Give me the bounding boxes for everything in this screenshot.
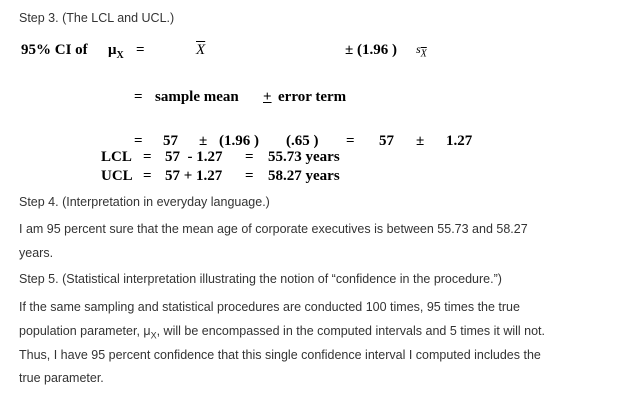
- ucl-eq2: =: [245, 168, 254, 184]
- lcl-eq2: =: [245, 149, 254, 165]
- step5-text-line: If the same sampling and statistical pro…: [19, 300, 520, 314]
- mu-sub: X: [116, 50, 124, 61]
- se-symbol: sX: [416, 40, 427, 63]
- lcl-expr: 57 - 1.27: [165, 149, 223, 165]
- plus-minus-3: ±: [199, 133, 208, 149]
- mean-value: 57: [163, 133, 178, 149]
- s: s: [416, 42, 421, 56]
- equals-3: =: [134, 133, 143, 149]
- error-value: 1.27: [446, 133, 473, 149]
- step5-heading: Step 5. (Statistical interpretation illu…: [19, 272, 502, 286]
- step4-text-line: I am 95 percent sure that the mean age o…: [19, 222, 528, 236]
- mu-symbol: μX: [108, 41, 124, 65]
- equals-2: =: [134, 89, 143, 105]
- z-value: (1.96 ): [219, 133, 259, 149]
- lcl-result: 55.73 years: [268, 149, 340, 165]
- plus-minus-4: ±: [416, 133, 425, 149]
- text: , will be encompassed in the computed in…: [156, 324, 545, 338]
- mu-subscript: X: [150, 330, 157, 341]
- equals: =: [136, 42, 145, 58]
- step5-text-line: population parameter, μX, will be encomp…: [19, 323, 545, 344]
- step4-text-line: years.: [19, 246, 54, 260]
- se-value: (.65 ): [286, 133, 319, 149]
- error-term: error term: [278, 89, 347, 105]
- lcl-label: LCL: [101, 149, 132, 165]
- plus-minus: +: [263, 89, 272, 105]
- ucl-eq: =: [143, 168, 152, 184]
- s-sub: X: [420, 48, 427, 60]
- step5-text-line: Thus, I have 95 percent confidence that …: [19, 348, 541, 362]
- step3-heading: Step 3. (The LCL and UCL.): [19, 11, 175, 25]
- z-term: ± (1.96 ): [345, 42, 397, 58]
- ci-label: 95% CI of: [21, 42, 88, 58]
- sample-mean: sample mean: [155, 89, 239, 105]
- lcl-eq: =: [143, 149, 152, 165]
- xbar-symbol: X: [196, 42, 206, 58]
- equals-4: =: [346, 133, 355, 149]
- step5-text-line: true parameter.: [19, 371, 104, 385]
- mean-value-2: 57: [379, 133, 394, 149]
- step4-heading: Step 4. (Interpretation in everyday lang…: [19, 195, 270, 209]
- mu: μ: [108, 42, 117, 58]
- ucl-label: UCL: [101, 168, 133, 184]
- ucl-expr: 57 + 1.27: [165, 168, 223, 184]
- ucl-result: 58.27 years: [268, 168, 340, 184]
- text: population parameter, μ: [19, 324, 151, 338]
